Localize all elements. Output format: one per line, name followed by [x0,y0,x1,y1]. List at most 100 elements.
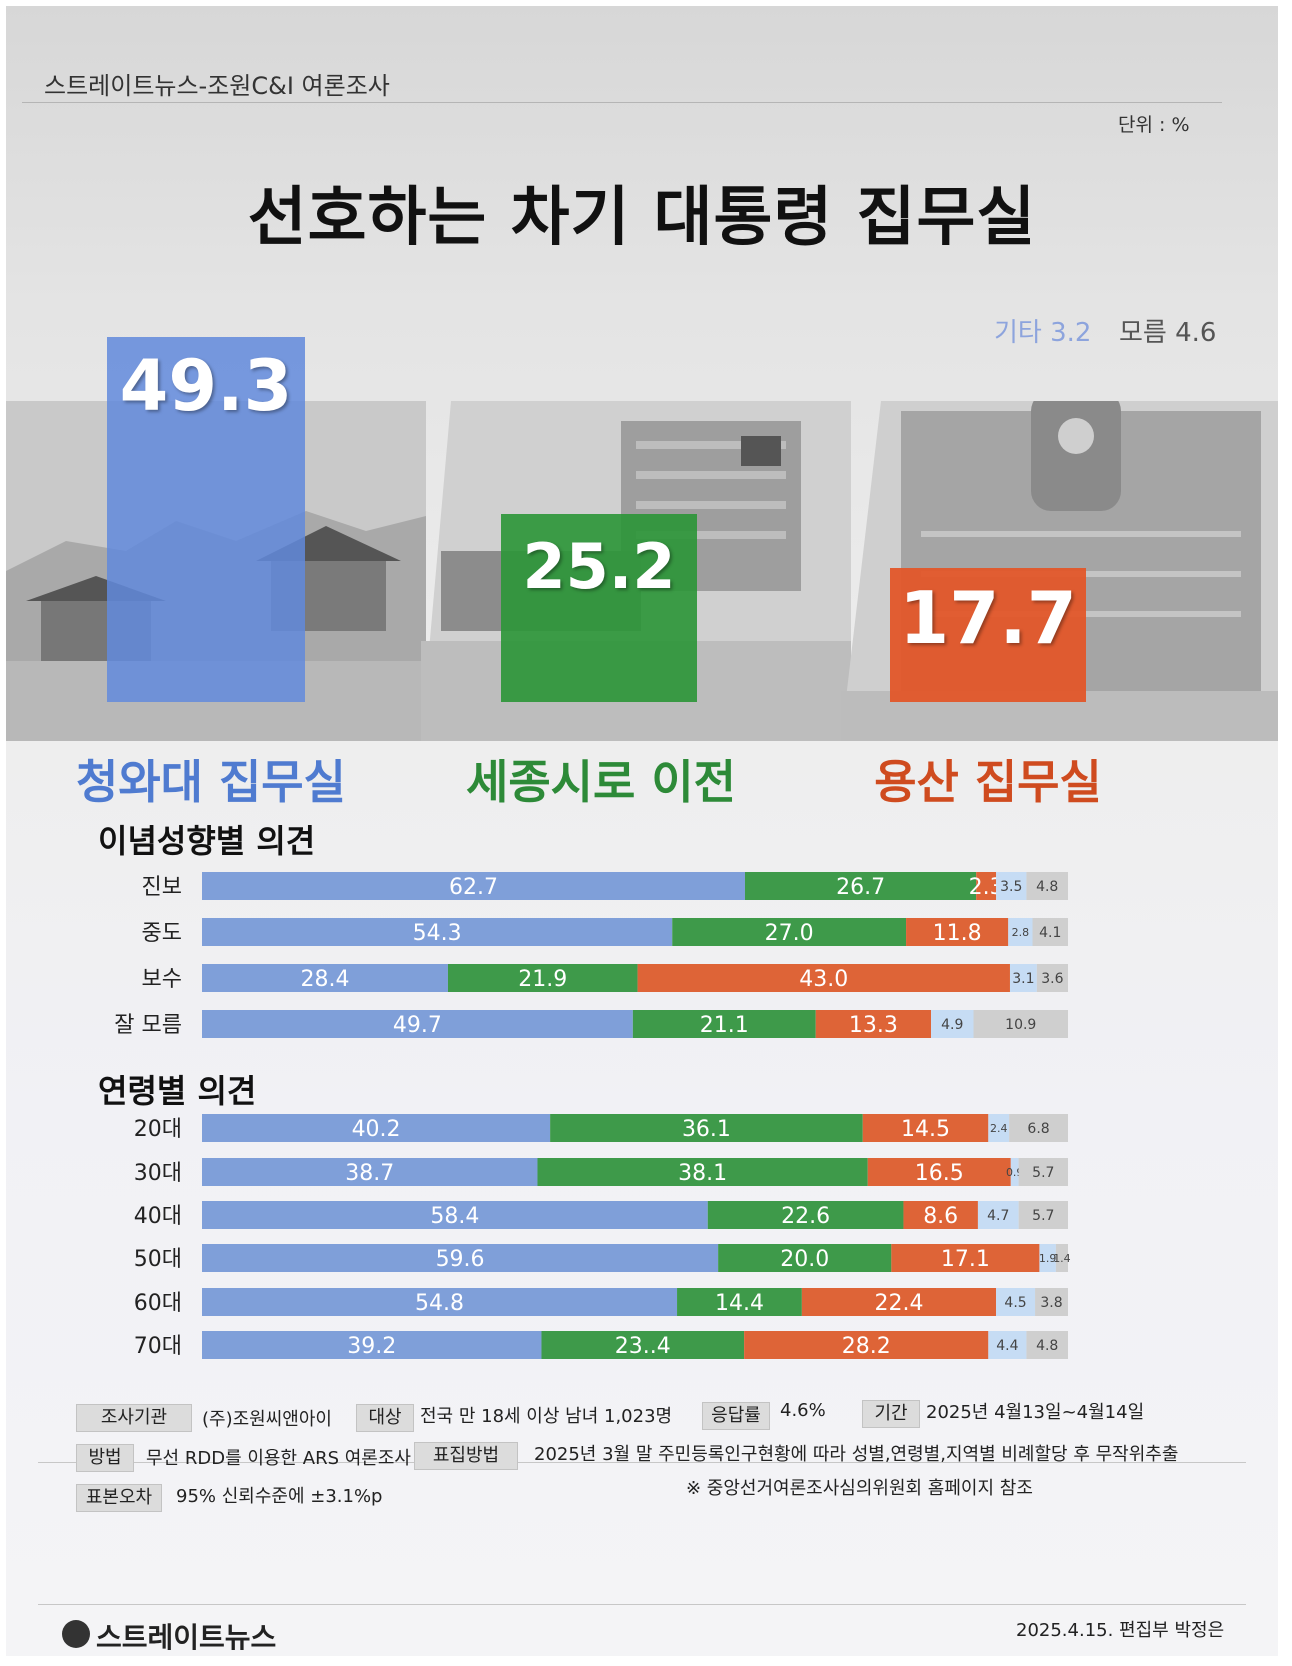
age-segment-1-3 [1010,1158,1019,1186]
ideology-value-0-4: 4.8 [1036,879,1058,895]
ideology-value-2-3: 3.1 [1012,971,1034,987]
age-segment-5-4 [1026,1331,1068,1359]
ideology-value-3-4: 10.9 [1005,1017,1036,1033]
method-value: 무선 RDD를 이용한 ARS 여론조사 [146,1448,411,1469]
sampling-value: 2025년 3월 말 주민등록인구현황에 따라 성별,연령별,지역별 비례할당 … [534,1444,1179,1465]
age-value-3-2: 17.1 [941,1247,990,1272]
age-value-4-3: 4.5 [1004,1295,1026,1311]
ideology-segment-0-3 [996,872,1027,900]
ideology-value-1-4: 4.1 [1039,925,1061,941]
ideology-segment-3-4 [973,1010,1068,1038]
age-value-3-3: 1.9 [1039,1252,1057,1265]
age-value-4-2: 22.4 [874,1291,923,1316]
age-value-1-0: 38.7 [345,1161,394,1186]
infographic: 스트레이트뉴스-조원C&I 여론조사 단위 : % 선호하는 차기 대통령 집무… [6,6,1278,1656]
ideology-value-2-1: 21.9 [518,967,567,992]
rate-value: 4.6% [780,1400,826,1421]
main-title: 선호하는 차기 대통령 집무실 [247,181,1037,255]
ideology-row-label-2: 보수 [142,967,182,992]
age-row-label-1: 30대 [134,1161,182,1186]
age-value-3-0: 59.6 [436,1247,485,1272]
age-segment-3-3 [1039,1244,1056,1272]
age-segment-3-4 [1055,1244,1068,1272]
error-value: 95% 신뢰수준에 ±3.1%p [176,1486,383,1507]
ideology-value-3-2: 13.3 [849,1013,898,1038]
ideology-segment-2-4 [1036,964,1068,992]
age-value-4-4: 3.8 [1040,1295,1062,1311]
bar-sejong: 25.2 [501,514,697,702]
ideology-row-label-3: 잘 모름 [114,1013,182,1038]
age-segment-4-3 [996,1288,1036,1316]
age-value-4-1: 14.4 [715,1291,764,1316]
bar-cheongwadae: 49.3 [107,337,305,702]
sampling-tag: 표집방법 [414,1442,518,1470]
ideology-segment-0-4 [1026,872,1068,900]
stacked-bar-charts: 진보 62.7 26.7 2.33.5 4.8중도 54.3 27.0 11.8 2.8 4.1보… [114,872,1071,1359]
value-cheongwadae: 49.3 [119,345,293,427]
age-segment-2-4 [1018,1201,1068,1229]
age-segment-1-0 [202,1158,538,1186]
age-value-3-4: 1.4 [1053,1252,1071,1265]
age-section-title: 연령별 의견 [98,1072,257,1110]
age-value-1-2: 16.5 [915,1161,964,1186]
age-segment-2-0 [202,1201,708,1229]
age-segment-5-3 [988,1331,1027,1359]
ideology-segment-1-2 [906,918,1009,946]
ideology-segment-2-3 [1009,964,1037,992]
ideology-segment-0-1 [744,872,977,900]
logo-text: 스트레이트뉴스 [96,1621,277,1654]
ideology-value-3-0: 49.7 [393,1013,442,1038]
ideology-value-3-3: 4.9 [941,1017,963,1033]
footer-divider-bottom [38,1604,1246,1605]
age-segment-2-1 [707,1201,904,1229]
ideology-row-label-0: 진보 [142,875,182,900]
age-value-5-3: 4.4 [996,1338,1018,1354]
bar-yongsan: 17.7 [890,568,1086,702]
target-value: 전국 만 18세 이상 남녀 1,023명 [420,1406,673,1427]
ideology-segment-0-0 [202,872,745,900]
age-segment-2-3 [977,1201,1019,1229]
ideology-section-title: 이념성향별 의견 [98,822,316,860]
org-value: (주)조원씨앤아이 [202,1409,332,1430]
age-value-2-0: 58.4 [430,1204,479,1229]
age-segment-0-3 [988,1114,1010,1142]
age-segment-0-2 [862,1114,989,1142]
age-segment-3-2 [891,1244,1040,1272]
age-value-0-2: 14.5 [901,1117,950,1142]
age-value-3-1: 20.0 [780,1247,829,1272]
age-value-5-2: 28.2 [842,1334,891,1359]
age-value-2-1: 22.6 [781,1204,830,1229]
age-row-label-0: 20대 [134,1117,182,1142]
ideology-value-2-4: 3.6 [1041,971,1063,987]
age-value-0-4: 6.8 [1027,1121,1049,1137]
age-row-label-2: 40대 [134,1204,182,1229]
target-tag: 대상 [356,1404,414,1432]
age-segment-0-1 [550,1114,863,1142]
age-segment-4-1 [677,1288,802,1316]
logo-mark-icon [62,1620,90,1648]
age-value-5-4: 4.8 [1036,1338,1058,1354]
ideology-value-0-3: 3.5 [1000,879,1022,895]
age-value-1-4: 5.7 [1032,1165,1054,1181]
period-value: 2025년 4월13일~4월14일 [926,1402,1145,1423]
ideology-value-1-0: 54.3 [413,921,462,946]
period-tag: 기간 [862,1400,920,1428]
age-segment-1-4 [1018,1158,1068,1186]
survey-source: 스트레이트뉴스-조원C&I 여론조사 [44,72,390,100]
ideology-segment-2-0 [202,964,448,992]
org-tag: 조사기관 [76,1404,192,1432]
age-segment-1-2 [867,1158,1011,1186]
age-row-label-3: 50대 [134,1247,182,1272]
label-yongsan: 용산 집무실 [874,755,1102,809]
ideology-segment-3-0 [202,1010,633,1038]
date-credit: 2025.4.15. 편집부 박정은 [1016,1620,1225,1641]
footer-divider-top [38,1462,1246,1463]
ideology-segment-2-1 [447,964,638,992]
ideology-value-1-2: 11.8 [933,921,982,946]
rate-tag: 응답률 [702,1402,770,1430]
ideology-segment-1-4 [1032,918,1068,946]
ideology-value-3-1: 21.1 [700,1013,749,1038]
ideology-segment-3-3 [931,1010,974,1038]
age-value-0-3: 2.4 [990,1122,1008,1135]
age-value-0-1: 36.1 [682,1117,731,1142]
